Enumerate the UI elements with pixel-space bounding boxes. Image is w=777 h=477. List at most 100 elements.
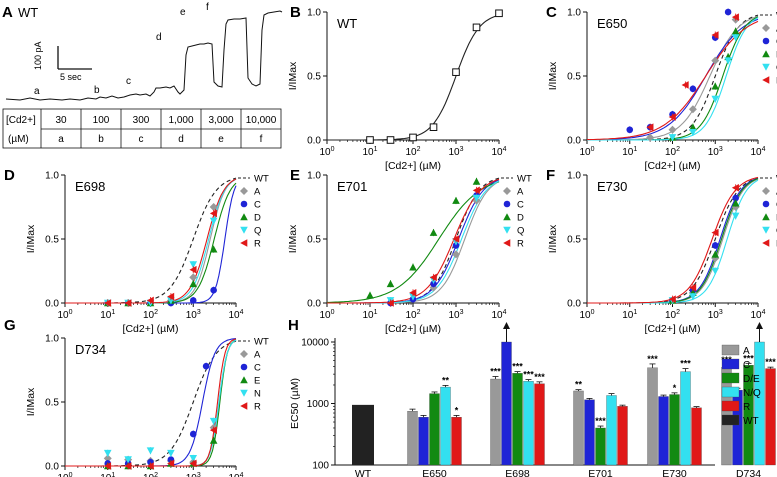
x-tick-label: 102 [665,146,680,158]
y-tick-label: 0.0 [45,462,59,473]
significance-label: ** [442,375,450,385]
table-letter: f [260,134,263,145]
data-point [103,299,112,307]
table-concentration: 30 [55,115,67,126]
legend-label: WT [517,174,532,185]
chart-panel-b: B WT 100 101 102 103 104 0.0 0.5 1.0 [Cd2+] (µM) I/… [287,4,507,172]
y-tick-label: 1.0 [307,171,321,182]
data-point [731,199,740,207]
legend-marker [240,363,248,371]
data-point [209,209,217,218]
data-point [711,242,719,249]
chart-panel-e: E E701 100 101 102 103 104 0.0 0.5 1.0 [Cd2+] (µM)… [287,167,532,335]
panel-letter: E [290,167,300,184]
panel-letter: B [290,4,301,21]
y-axis-title: I/IMax [25,224,37,253]
legend-label: A [254,187,261,198]
data-point [668,295,676,303]
bar [754,341,765,466]
data-point [189,273,198,282]
table-unit-label: (µM) [8,134,29,145]
chart-panel-c: C E650 100 101 102 103 104 0.0 0.5 1.0 [Cd2+] (µM)… [546,4,777,172]
data-point [189,297,197,304]
data-point [688,105,697,114]
data-point [209,203,218,211]
legend-label: A [254,350,261,361]
x-axis-title: [Cd2+] (µM) [385,323,441,335]
x-tick-label: 104 [491,146,506,158]
y-tick-label: 0.0 [567,299,581,310]
y-axis-title: I/IMax [287,224,299,253]
data-point [124,299,132,307]
panel-letter: H [288,317,299,334]
bar [523,381,534,466]
legend-label: C [517,200,524,211]
data-point [124,456,132,464]
significance-label: *** [647,354,658,364]
fit-curve [327,179,500,304]
bar [407,411,418,466]
data-point [711,82,720,90]
bar [512,373,523,466]
fit-curve [327,181,500,303]
arrow-head [503,322,510,329]
y-axis-title: I/IMax [25,387,37,416]
data-point [103,454,112,463]
legend-marker [503,226,511,234]
fit-curve [587,178,759,304]
legend-label: N [254,389,261,400]
data-point [429,123,438,132]
data-point [646,133,655,142]
data-point [209,245,218,253]
legend-swatch [721,358,740,370]
y-axis-title: EC50 (µM) [289,378,301,429]
data-point [626,126,634,134]
data-point [731,212,740,220]
fit-curve [327,178,500,304]
x-tick-label: 101 [100,472,115,477]
legend-marker [762,50,770,58]
fit-curve [65,339,237,467]
y-tick-label: 0.5 [45,235,59,246]
fit-curve [65,339,237,467]
data-point [452,250,460,259]
legend-label: C [254,363,261,374]
y-tick-label: 1000 [307,399,330,410]
trace-label: f [206,2,209,13]
panel-title: D734 [75,342,106,357]
legend-marker [762,24,770,32]
table-letter: b [98,134,104,145]
table-concentration: 300 [133,115,150,126]
legend-label: C [743,360,750,371]
table-row-label: [Cd2+] [6,115,36,126]
chart-panel-h: H 100 1000 10000 EC50 (µM) WT E650 E698 E701 E730… [288,317,776,477]
data-point [189,261,198,269]
data-point [731,34,740,42]
panel-letter: D [4,167,15,184]
data-point [689,293,697,301]
legend-marker [240,187,248,195]
bar [595,427,606,466]
data-point [167,292,175,301]
trace-label: c [126,76,131,87]
y-tick-label: 1.0 [45,171,59,182]
legend-swatch [721,414,740,426]
x-tick-label: 102 [405,309,420,321]
fit-curve [65,338,237,467]
bar [440,386,451,466]
data-point [711,250,720,258]
bar [429,393,440,466]
x-tick-label: 102 [143,309,158,321]
data-point [146,296,154,305]
x-category-label: E701 [588,468,613,477]
fit-curve [65,178,237,304]
legend-label: Q [254,226,261,237]
legend-label: A [517,187,524,198]
chart-panel-g: G D734 100 101 102 103 104 0.0 0.5 1.0 [Cd2+] (µM)… [4,317,269,477]
legend-marker [240,389,248,397]
panel-title: E701 [337,179,367,194]
trace-labels: a b c d e f [34,2,209,97]
data-point [731,13,739,21]
data-point [689,283,697,292]
legend-label: E [254,376,260,387]
